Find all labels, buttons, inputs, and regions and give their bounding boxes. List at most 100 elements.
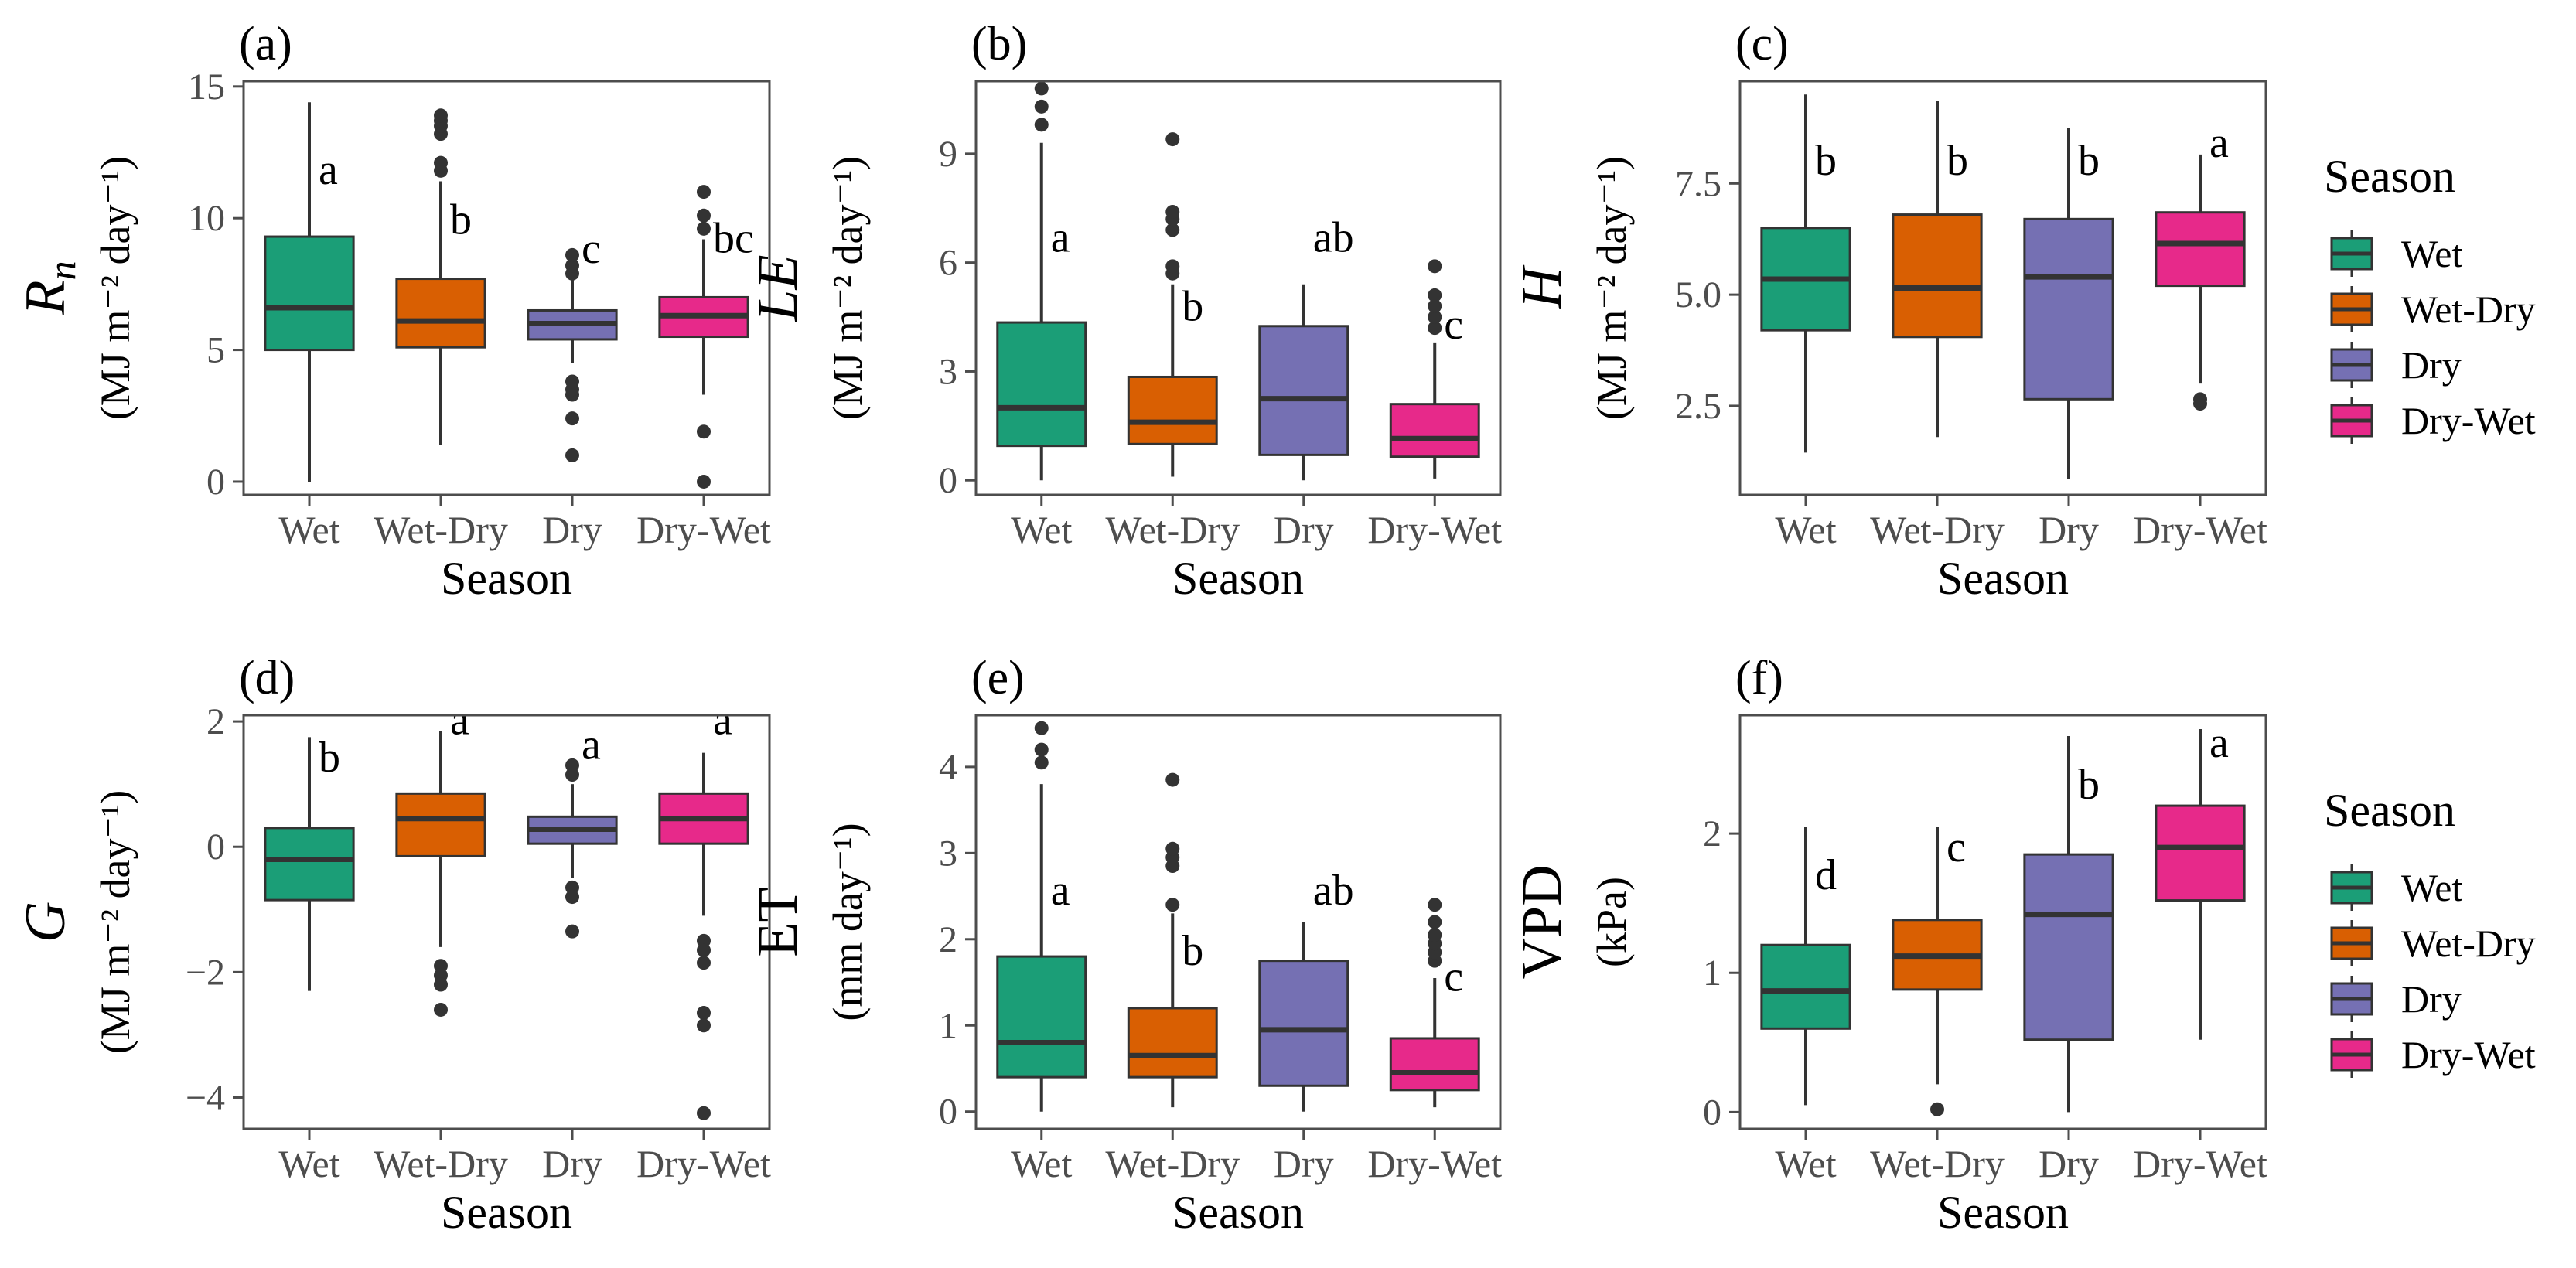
legend-title: Season (2324, 151, 2455, 202)
y-tick-label: 15 (188, 66, 225, 107)
x-tick-label: Wet-Dry (1105, 508, 1240, 551)
y-tick-label: 3 (939, 351, 957, 392)
legend-item-label: Wet-Dry (2401, 288, 2536, 331)
legend-item-label: Wet-Dry (2401, 922, 2536, 965)
y-tick-label: 0 (206, 827, 225, 867)
outlier-point (1428, 915, 1442, 929)
y-axis-title: G (14, 902, 77, 942)
y-axis-symbol: H (1510, 264, 1574, 309)
x-tick-label: Wet (1011, 508, 1072, 551)
outlier-point (1034, 721, 1049, 735)
legend-item-label: Wet (2401, 866, 2462, 909)
box-wet (1760, 827, 1851, 1106)
panel-d: (d) −4 −2 0 2 b Wet a Wet-Dry a Dry a Dry-Wet Season G… (14, 652, 771, 1238)
plot-frame (242, 80, 771, 496)
significance-letter: a (450, 696, 469, 744)
legend-key-wet (2330, 864, 2373, 911)
significance-letter: d (1815, 851, 1837, 899)
outlier-point (1428, 928, 1442, 942)
box-dry-wet (658, 185, 749, 489)
x-tick-label: Wet-Dry (1870, 1142, 2005, 1185)
outlier-point (565, 890, 579, 905)
box-dry (527, 758, 618, 939)
x-tick-label: Wet (1775, 1142, 1836, 1185)
outlier-point (1034, 742, 1049, 757)
box-iqr (2155, 804, 2246, 902)
legend-item-label: Dry (2401, 343, 2462, 387)
y-axis-unit: (MJ m⁻² day⁻¹) (92, 156, 138, 420)
y-tick-label: 4 (939, 747, 957, 788)
significance-letter: ab (1313, 214, 1354, 262)
legend-key-dry-wet (2330, 1031, 2373, 1078)
box-wet (996, 81, 1087, 481)
outlier-point (1034, 118, 1049, 132)
x-tick-label: Dry (2039, 508, 2099, 551)
x-tick-label: Dry-Wet (636, 508, 771, 551)
x-tick-label: Wet (278, 1142, 339, 1185)
box-wet (1760, 94, 1851, 453)
outlier-point (1165, 841, 1180, 856)
significance-letter: a (582, 721, 601, 769)
outlier-point (1165, 259, 1180, 274)
box-iqr (395, 792, 486, 857)
significance-letter: c (1444, 301, 1463, 349)
box-dry-wet (658, 752, 749, 1120)
y-tick-label: −4 (186, 1077, 225, 1118)
y-tick-label: 0 (939, 460, 957, 501)
legend-key-wet-dry (2330, 920, 2373, 966)
x-axis-title: Season (1172, 1187, 1304, 1238)
outlier-point (1034, 81, 1049, 96)
x-axis-title: Season (441, 553, 572, 604)
outlier-point (1165, 772, 1180, 787)
x-tick-label: Dry (542, 508, 602, 551)
legend-key-dry-wet (2330, 397, 2373, 444)
box-iqr (264, 235, 355, 352)
legend-2: Season Wet Wet-Dry Dry Dry-Wet (2324, 785, 2536, 1078)
box-iqr (1127, 375, 1218, 445)
y-tick-label: 2 (1703, 813, 1721, 854)
x-tick-label: Dry (1274, 1142, 1334, 1185)
outlier-point (565, 758, 579, 772)
box-dry (2023, 128, 2114, 479)
x-tick-label: Dry-Wet (2133, 1142, 2267, 1185)
y-axis-title: Rn (14, 261, 84, 315)
box-dry-wet (2155, 729, 2246, 1040)
y-axis-symbol: LE (746, 254, 810, 322)
legend-1: Season Wet Wet-Dry Dry Dry-Wet (2324, 151, 2536, 444)
y-axis-title: LE (746, 254, 810, 322)
outlier-point (697, 1018, 711, 1033)
legend-title: Season (2324, 785, 2455, 836)
panel-tag: (b) (971, 18, 1027, 70)
x-tick-label: Dry-Wet (1367, 1142, 1502, 1185)
y-axis-title: VPD (1510, 864, 1574, 979)
legend-item-label: Wet (2401, 232, 2462, 275)
outlier-point (565, 258, 579, 273)
box-dry (1258, 284, 1349, 481)
x-tick-label: Dry (542, 1142, 602, 1185)
outlier-point (697, 221, 711, 236)
box-wet-dry (1892, 101, 1983, 438)
outlier-point (2193, 392, 2207, 407)
x-tick-label: Dry (1274, 508, 1334, 551)
outlier-point (1165, 132, 1180, 147)
significance-letter: a (1051, 867, 1070, 915)
outlier-point (434, 977, 448, 992)
box-iqr (1258, 960, 1349, 1087)
box-dry-wet (2155, 154, 2246, 411)
panel-tag: (c) (1735, 18, 1789, 70)
legend-key-wet-dry (2330, 286, 2373, 332)
outlier-point (1165, 898, 1180, 912)
outlier-point (1428, 310, 1442, 325)
significance-letter: b (1182, 927, 1203, 975)
legend-item-label: Dry-Wet (2401, 1033, 2536, 1076)
outlier-point (565, 448, 579, 462)
box-dry-wet (1389, 259, 1480, 479)
significance-letter: a (1051, 214, 1070, 262)
legend-item-label: Dry-Wet (2401, 399, 2536, 442)
box-dry (2023, 736, 2114, 1113)
significance-letter: b (1815, 137, 1837, 185)
box-dry-wet (1389, 898, 1480, 1108)
x-tick-label: Wet-Dry (1870, 508, 2005, 551)
panel-tag: (e) (971, 652, 1025, 704)
significance-letter: c (1444, 953, 1463, 1001)
